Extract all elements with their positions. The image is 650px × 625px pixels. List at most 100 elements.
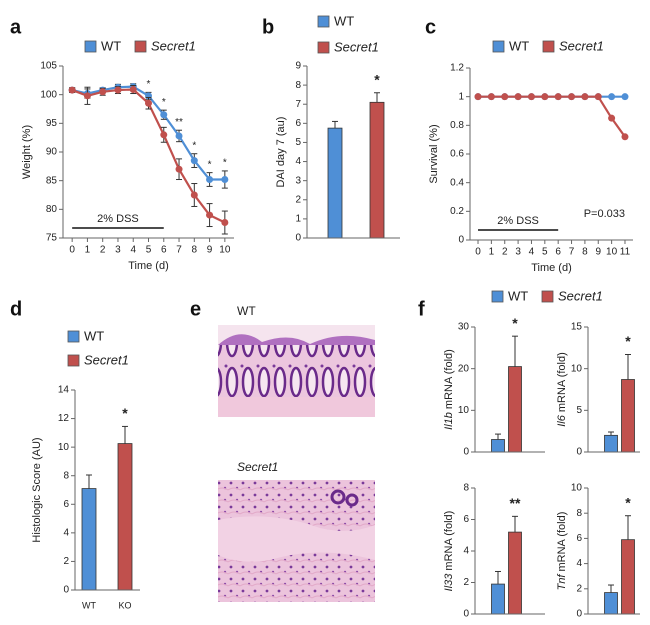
x-tick-label: 0	[69, 245, 75, 256]
legend-label: WT	[101, 38, 121, 53]
panel-label: c	[425, 16, 436, 38]
y-tick-label: 0	[63, 585, 69, 596]
bar	[508, 531, 522, 615]
panel-label: f	[418, 298, 425, 320]
panel-label: d	[10, 298, 22, 320]
significance-mark: *	[208, 159, 212, 170]
data-point	[608, 93, 616, 101]
y-tick-label: 0	[295, 233, 301, 244]
x-tick-label: 9	[595, 247, 601, 258]
y-tick-label: 6	[463, 514, 469, 525]
legend-label: WT	[84, 328, 104, 343]
wt-crypts	[218, 345, 375, 397]
y-tick-label: 0	[576, 447, 582, 458]
significance-mark: *	[223, 158, 227, 169]
y-tick-label: 14	[58, 385, 70, 396]
y-tick-label: 30	[458, 322, 470, 333]
gene-name: Il1b	[443, 412, 455, 430]
y-axis-unit: mRNA (fold)	[556, 512, 568, 572]
y-tick-label: 0.2	[450, 206, 464, 217]
y-tick-label: 2	[463, 577, 469, 588]
data-point	[190, 191, 198, 199]
y-tick-label: 0	[458, 235, 464, 246]
image-label: WT	[237, 304, 256, 318]
y-tick-label: 9	[295, 61, 301, 72]
x-tick-label: 3	[115, 245, 121, 256]
y-tick-label: 0.8	[450, 120, 464, 131]
data-point	[175, 165, 183, 173]
y-tick-label: 10	[571, 483, 583, 494]
y-tick-label: 15	[571, 322, 583, 333]
data-point	[206, 176, 214, 184]
y-tick-label: 3	[295, 175, 301, 186]
x-tick-label: 7	[569, 247, 575, 258]
y-axis-label: Il6 mRNA (fold)	[556, 352, 568, 427]
gene-name: Il6	[556, 414, 568, 427]
bar	[81, 488, 97, 591]
data-point	[608, 114, 616, 122]
histology-images	[218, 325, 375, 602]
y-tick-label: 10	[58, 442, 70, 453]
bar	[508, 366, 522, 453]
data-point	[160, 111, 168, 119]
secret1-crypt	[345, 493, 359, 507]
x-tick-label: 8	[582, 247, 588, 258]
bar	[327, 127, 343, 239]
legend-swatch	[84, 40, 97, 53]
legend-label: WT	[508, 288, 528, 303]
y-tick-label: 4	[576, 558, 582, 569]
x-tick-label: 10	[606, 247, 618, 258]
legend-swatch	[492, 40, 505, 53]
x-tick-label: WT	[82, 600, 96, 610]
y-axis-label: Survival (%)	[428, 124, 440, 183]
y-tick-label: 2	[63, 556, 69, 567]
x-tick-label: 11	[620, 247, 631, 258]
data-point	[114, 86, 122, 94]
panel-label: e	[190, 298, 201, 320]
data-point	[68, 86, 76, 94]
bar	[369, 101, 385, 239]
p-value: P=0.033	[584, 208, 625, 220]
data-point	[190, 157, 198, 165]
x-tick-label: 8	[192, 245, 198, 256]
y-tick-label: 12	[58, 413, 70, 424]
x-tick-label: 7	[176, 245, 182, 256]
y-tick-label: 80	[46, 204, 58, 215]
x-tick-label: 1	[489, 247, 495, 258]
significance-mark: *	[625, 494, 631, 510]
y-axis-label: DAI day 7 (au)	[275, 117, 287, 188]
y-tick-label: 8	[576, 508, 582, 519]
data-point	[501, 93, 509, 101]
data-point	[554, 93, 562, 101]
y-axis-unit: mRNA (fold)	[443, 511, 455, 571]
legend-label: WT	[509, 38, 529, 53]
legend-label: Secret1	[151, 38, 196, 53]
data-point	[621, 93, 629, 101]
y-axis-label: Tnf mRNA (fold)	[556, 512, 568, 591]
y-tick-label: 2	[576, 583, 582, 594]
x-tick-label: 3	[515, 247, 521, 258]
y-tick-label: 6	[576, 533, 582, 544]
legend-swatch	[134, 40, 147, 53]
data-point	[206, 211, 214, 219]
data-point	[568, 93, 576, 101]
y-tick-label: 1	[295, 214, 301, 225]
bar	[491, 439, 505, 453]
x-tick-label: 6	[161, 245, 167, 256]
data-point	[160, 131, 168, 139]
y-tick-label: 105	[40, 61, 57, 72]
legend-swatch	[317, 15, 330, 28]
legend-swatch	[67, 330, 80, 343]
significance-mark: *	[374, 71, 380, 87]
treatment-label: 2% DSS	[497, 215, 539, 227]
wt-epithelium	[218, 334, 375, 345]
y-tick-label: 0.6	[450, 149, 464, 160]
y-axis-label: Weight (%)	[21, 125, 33, 179]
image-label: Secret1	[237, 460, 278, 474]
panel-label: b	[262, 16, 274, 38]
data-point	[541, 93, 549, 101]
significance-mark: *	[512, 315, 518, 331]
data-point	[221, 176, 229, 184]
y-tick-label: 90	[46, 147, 58, 158]
